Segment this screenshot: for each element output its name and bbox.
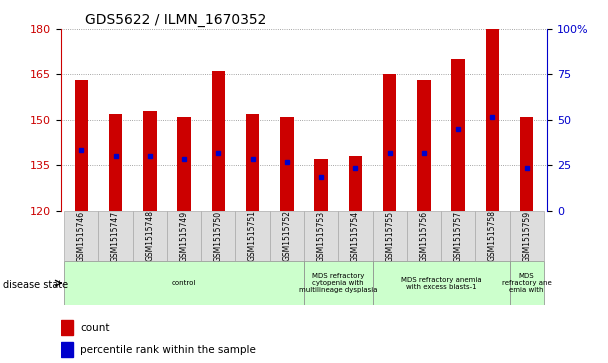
- Text: GSM1515749: GSM1515749: [179, 211, 188, 261]
- Bar: [475, 211, 510, 261]
- Bar: [246, 114, 260, 211]
- Text: MDS refractory
cytopenia with
multilineage dysplasia: MDS refractory cytopenia with multilinea…: [299, 273, 378, 293]
- Bar: [407, 211, 441, 261]
- Bar: [143, 111, 157, 211]
- Text: GSM1515752: GSM1515752: [282, 211, 291, 261]
- Text: GSM1515757: GSM1515757: [454, 211, 463, 261]
- Bar: [304, 261, 373, 305]
- Bar: [417, 81, 430, 211]
- Text: GSM1515755: GSM1515755: [385, 211, 394, 261]
- Bar: [98, 211, 133, 261]
- Text: GSM1515750: GSM1515750: [214, 211, 223, 261]
- Bar: [348, 156, 362, 211]
- Bar: [212, 72, 225, 211]
- Text: GSM1515751: GSM1515751: [248, 211, 257, 261]
- Text: count: count: [80, 323, 110, 333]
- Bar: [64, 261, 304, 305]
- Bar: [178, 117, 191, 211]
- Text: GSM1515748: GSM1515748: [145, 211, 154, 261]
- Text: MDS
refractory ane
emia with: MDS refractory ane emia with: [502, 273, 551, 293]
- Bar: [61, 320, 73, 335]
- Bar: [109, 114, 122, 211]
- Text: disease state: disease state: [3, 280, 68, 290]
- Bar: [451, 59, 465, 211]
- Bar: [270, 211, 304, 261]
- Bar: [201, 211, 235, 261]
- Text: GSM1515746: GSM1515746: [77, 211, 86, 261]
- Bar: [64, 211, 98, 261]
- Bar: [61, 342, 73, 357]
- Bar: [373, 211, 407, 261]
- Bar: [383, 74, 396, 211]
- Text: MDS refractory anemia
with excess blasts-1: MDS refractory anemia with excess blasts…: [401, 277, 482, 290]
- Bar: [441, 211, 475, 261]
- Text: GSM1515756: GSM1515756: [420, 211, 429, 261]
- Text: percentile rank within the sample: percentile rank within the sample: [80, 345, 256, 355]
- Text: GSM1515758: GSM1515758: [488, 211, 497, 261]
- Bar: [304, 211, 338, 261]
- Bar: [510, 261, 544, 305]
- Bar: [520, 117, 533, 211]
- Bar: [510, 211, 544, 261]
- Text: GSM1515759: GSM1515759: [522, 211, 531, 261]
- Bar: [486, 29, 499, 211]
- Bar: [133, 211, 167, 261]
- Bar: [314, 159, 328, 211]
- Bar: [338, 211, 373, 261]
- Bar: [235, 211, 270, 261]
- Text: GSM1515747: GSM1515747: [111, 211, 120, 261]
- Bar: [280, 117, 294, 211]
- Text: GSM1515753: GSM1515753: [317, 211, 326, 261]
- Bar: [75, 81, 88, 211]
- Text: control: control: [172, 280, 196, 286]
- Bar: [373, 261, 510, 305]
- Text: GSM1515754: GSM1515754: [351, 211, 360, 261]
- Bar: [167, 211, 201, 261]
- Text: GDS5622 / ILMN_1670352: GDS5622 / ILMN_1670352: [85, 13, 266, 26]
